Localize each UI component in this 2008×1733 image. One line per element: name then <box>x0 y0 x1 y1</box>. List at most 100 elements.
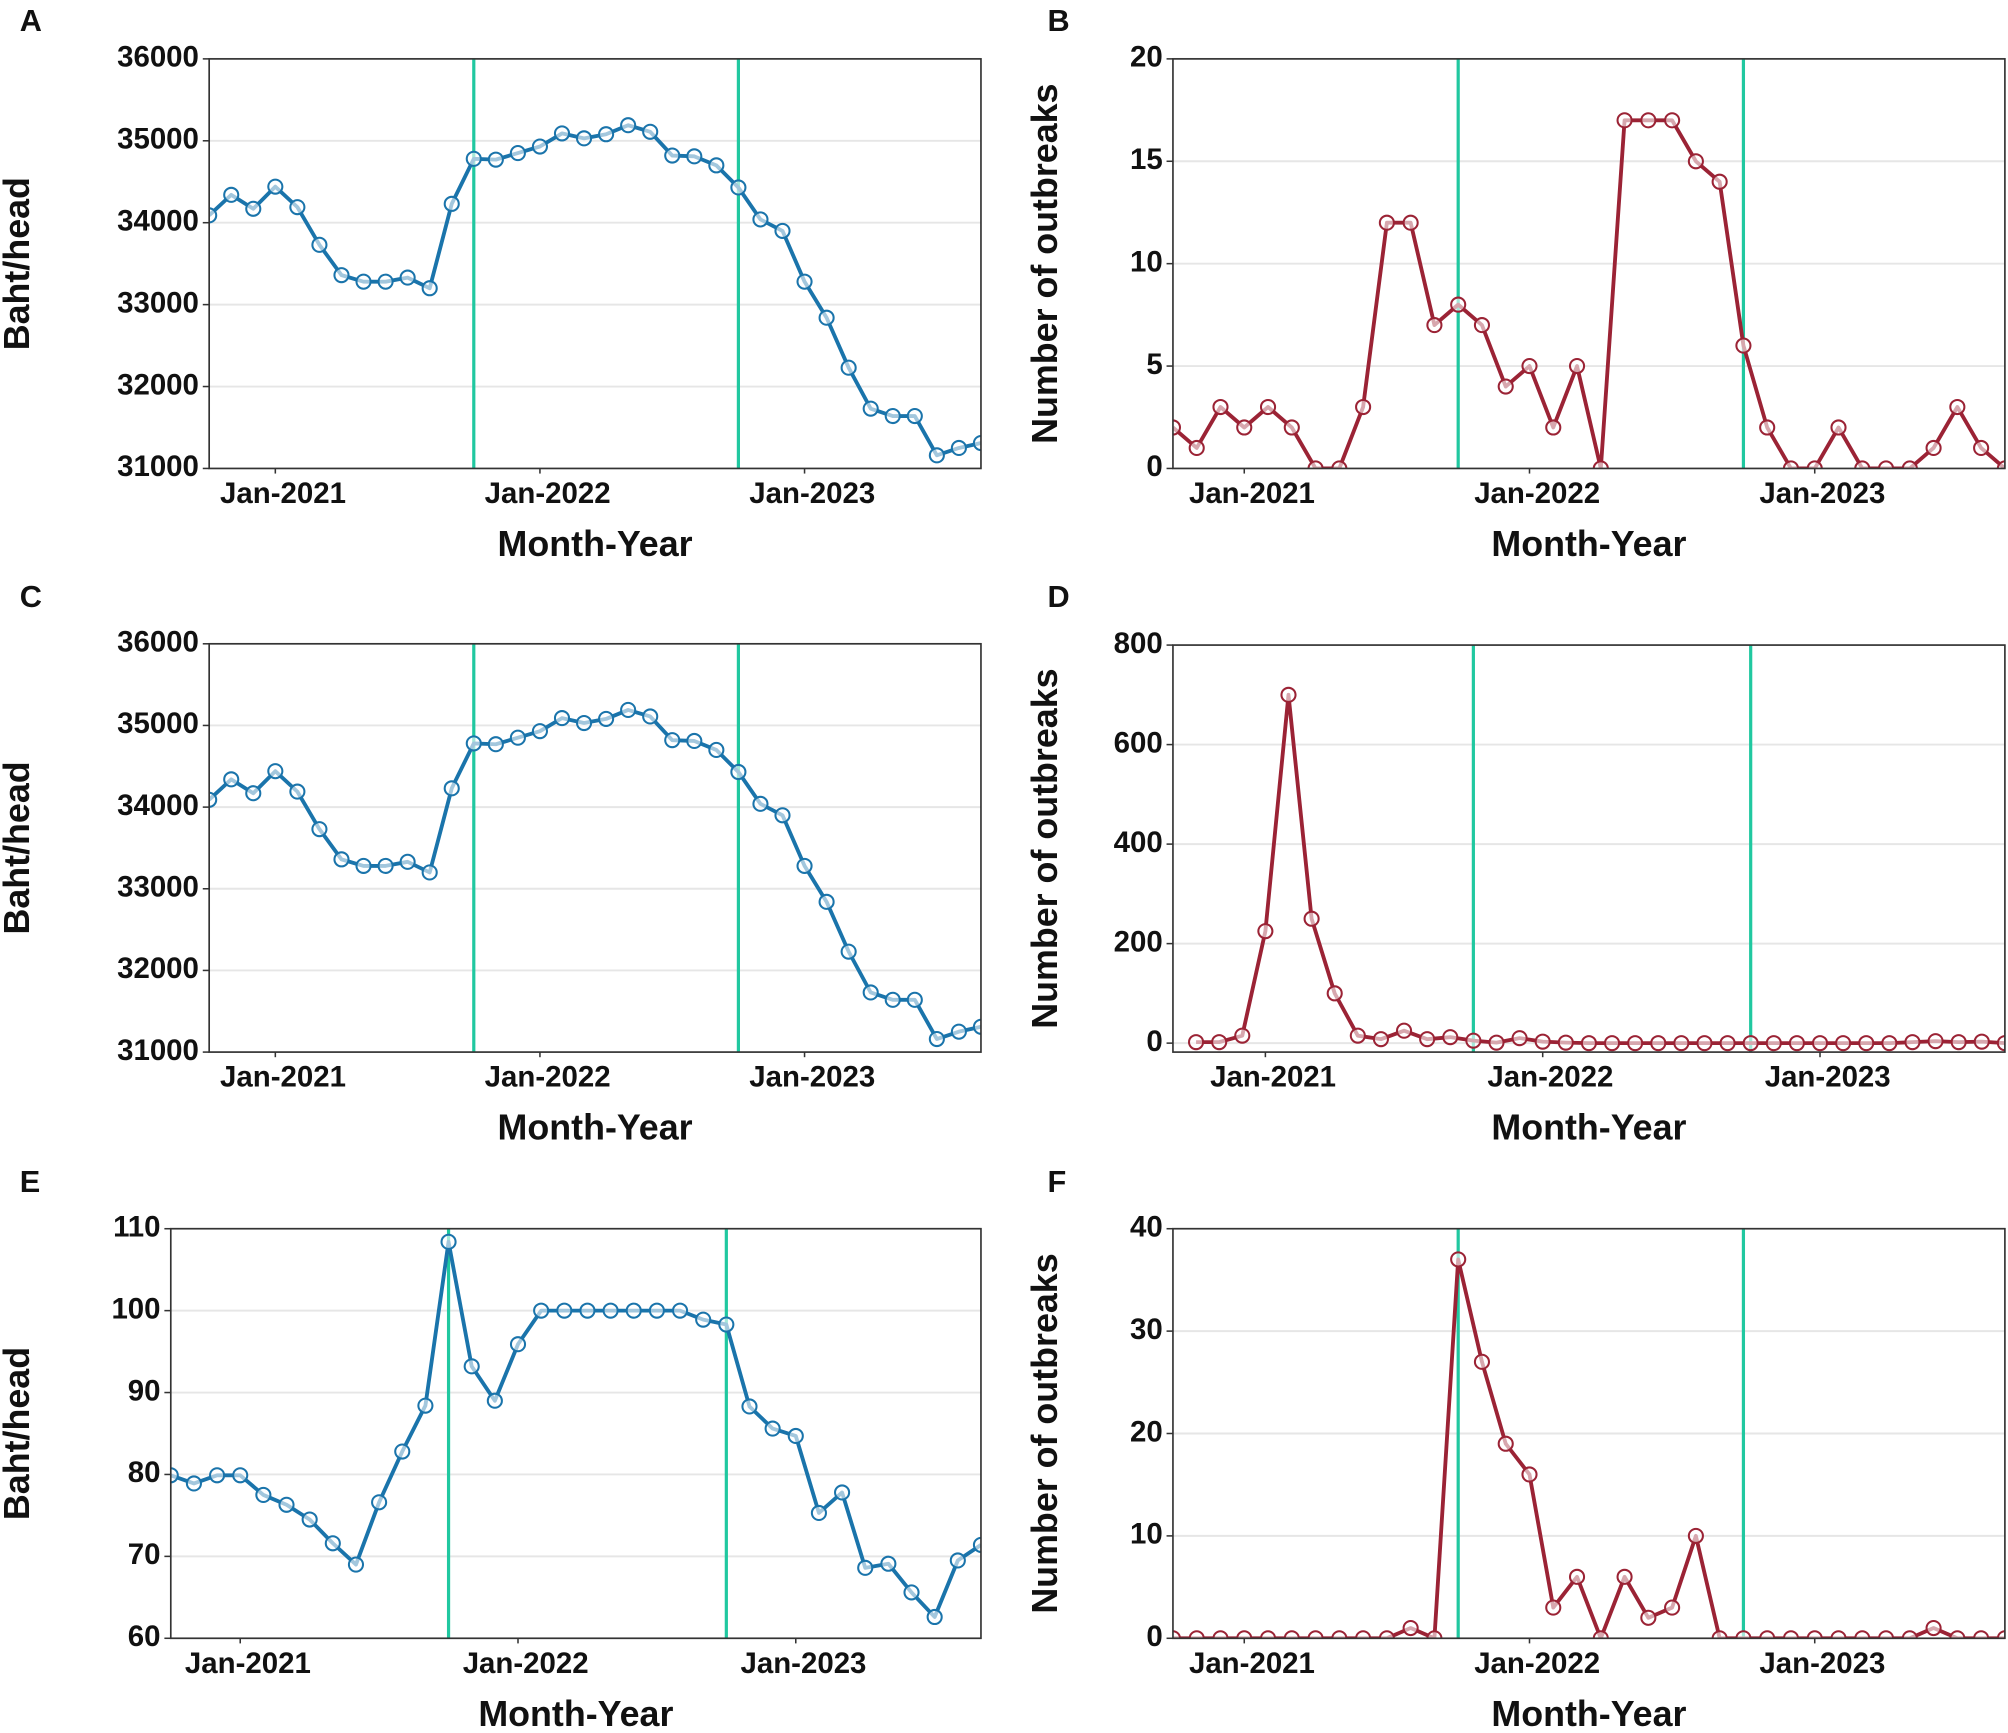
data-point <box>1830 1630 1847 1639</box>
data-point <box>1616 1568 1633 1585</box>
y-tick-label: 0 <box>1146 1025 1162 1058</box>
x-tick-label: Jan-2022 <box>1487 1061 1613 1094</box>
y-tick-label: 70 <box>128 1538 161 1571</box>
data-point <box>1673 1035 1690 1052</box>
data-point <box>209 791 218 808</box>
data-point <box>1765 1035 1782 1052</box>
data-point <box>648 1302 665 1319</box>
data-point <box>1973 1033 1990 1050</box>
y-axis-title: Baht/head <box>0 1347 37 1520</box>
data-point <box>371 1494 388 1511</box>
x-tick-label: Jan-2022 <box>485 477 611 510</box>
panel-label: B <box>1048 3 1070 38</box>
data-point <box>708 741 725 759</box>
data-point <box>324 1535 341 1552</box>
data-point <box>377 273 394 290</box>
data-point <box>1465 1032 1482 1049</box>
data-point <box>1307 1630 1324 1639</box>
data-point <box>1450 296 1467 313</box>
y-tick-label: 0 <box>1146 450 1162 483</box>
data-point <box>533 1302 550 1319</box>
data-point <box>579 1302 596 1319</box>
data-point <box>421 864 438 881</box>
data-point <box>509 145 526 162</box>
data-line <box>1172 1257 2005 1639</box>
plot-area <box>209 58 981 469</box>
data-point <box>642 123 659 140</box>
y-tick-label: 35000 <box>117 707 199 740</box>
data-point <box>884 407 901 425</box>
y-axis-title: Number of outbreaks <box>1025 83 1065 443</box>
data-point <box>1378 214 1395 231</box>
data-line <box>1196 692 2005 1046</box>
data-point <box>1830 419 1847 436</box>
data-point <box>1782 460 1800 469</box>
data-point <box>602 1302 619 1319</box>
data-point <box>531 138 549 155</box>
data-point <box>1854 1630 1871 1639</box>
data-point <box>1497 378 1514 395</box>
data-point <box>1426 1630 1443 1639</box>
data-line <box>170 1239 981 1619</box>
x-axis-title: Month-Year <box>1491 1694 1686 1733</box>
data-point <box>764 1420 781 1437</box>
data-point <box>463 1358 480 1375</box>
y-tick-label: 600 <box>1114 726 1163 759</box>
data-point <box>443 195 460 212</box>
data-point <box>465 150 482 167</box>
data-point <box>787 1427 804 1445</box>
data-point <box>1280 686 1297 703</box>
y-tick-label: 31000 <box>117 1034 199 1067</box>
x-axis-title: Month-Year <box>498 524 693 564</box>
data-point <box>1782 1630 1800 1639</box>
data-point <box>1172 419 1182 436</box>
data-point <box>1450 1251 1467 1268</box>
plot-frame <box>1172 644 2006 1053</box>
data-point <box>1303 910 1320 927</box>
data-point <box>556 1302 573 1319</box>
data-point <box>1568 1568 1586 1585</box>
data-point <box>1378 1630 1395 1639</box>
data-point <box>487 151 504 168</box>
data-point <box>840 943 857 960</box>
data-point <box>1616 112 1633 129</box>
data-point <box>972 1018 981 1035</box>
data-point <box>255 1486 272 1503</box>
data-point <box>333 851 350 868</box>
data-point <box>553 125 571 142</box>
data-point <box>718 1316 735 1333</box>
x-tick-label: Jan-2021 <box>1210 1061 1336 1094</box>
plot-frame <box>1172 1227 2006 1640</box>
data-point <box>695 1311 712 1328</box>
data-point <box>598 710 615 727</box>
x-axis-title: Month-Year <box>498 1108 693 1148</box>
plot-area <box>1187 645 2005 1053</box>
data-point <box>926 1608 943 1626</box>
data-point <box>1172 1630 1182 1639</box>
data-line <box>1172 118 2005 469</box>
x-tick-label: Jan-2023 <box>749 1061 875 1094</box>
data-point <box>1257 923 1274 940</box>
x-tick-label: Jan-2023 <box>749 477 875 510</box>
y-tick-label: 32000 <box>117 952 199 985</box>
data-point <box>377 857 394 874</box>
data-point <box>1759 419 1776 436</box>
data-point <box>1402 1619 1419 1637</box>
data-point <box>1927 1033 1944 1050</box>
data-point <box>1735 1630 1752 1639</box>
y-tick-label: 10 <box>1130 1518 1163 1551</box>
data-point <box>1545 419 1562 436</box>
plot-frame <box>1172 58 2006 470</box>
data-point <box>1711 1630 1728 1639</box>
data-point <box>1236 419 1253 436</box>
y-tick-label: 33000 <box>117 286 199 319</box>
data-point <box>928 1030 945 1048</box>
data-point <box>810 1504 827 1522</box>
data-point <box>1488 1034 1505 1051</box>
data-point <box>1996 1630 2005 1639</box>
y-axis-title: Number of outbreaks <box>1025 668 1065 1028</box>
data-point <box>972 1536 981 1553</box>
data-point <box>1236 1630 1253 1639</box>
y-axis-title: Number of outbreaks <box>1025 1253 1065 1613</box>
